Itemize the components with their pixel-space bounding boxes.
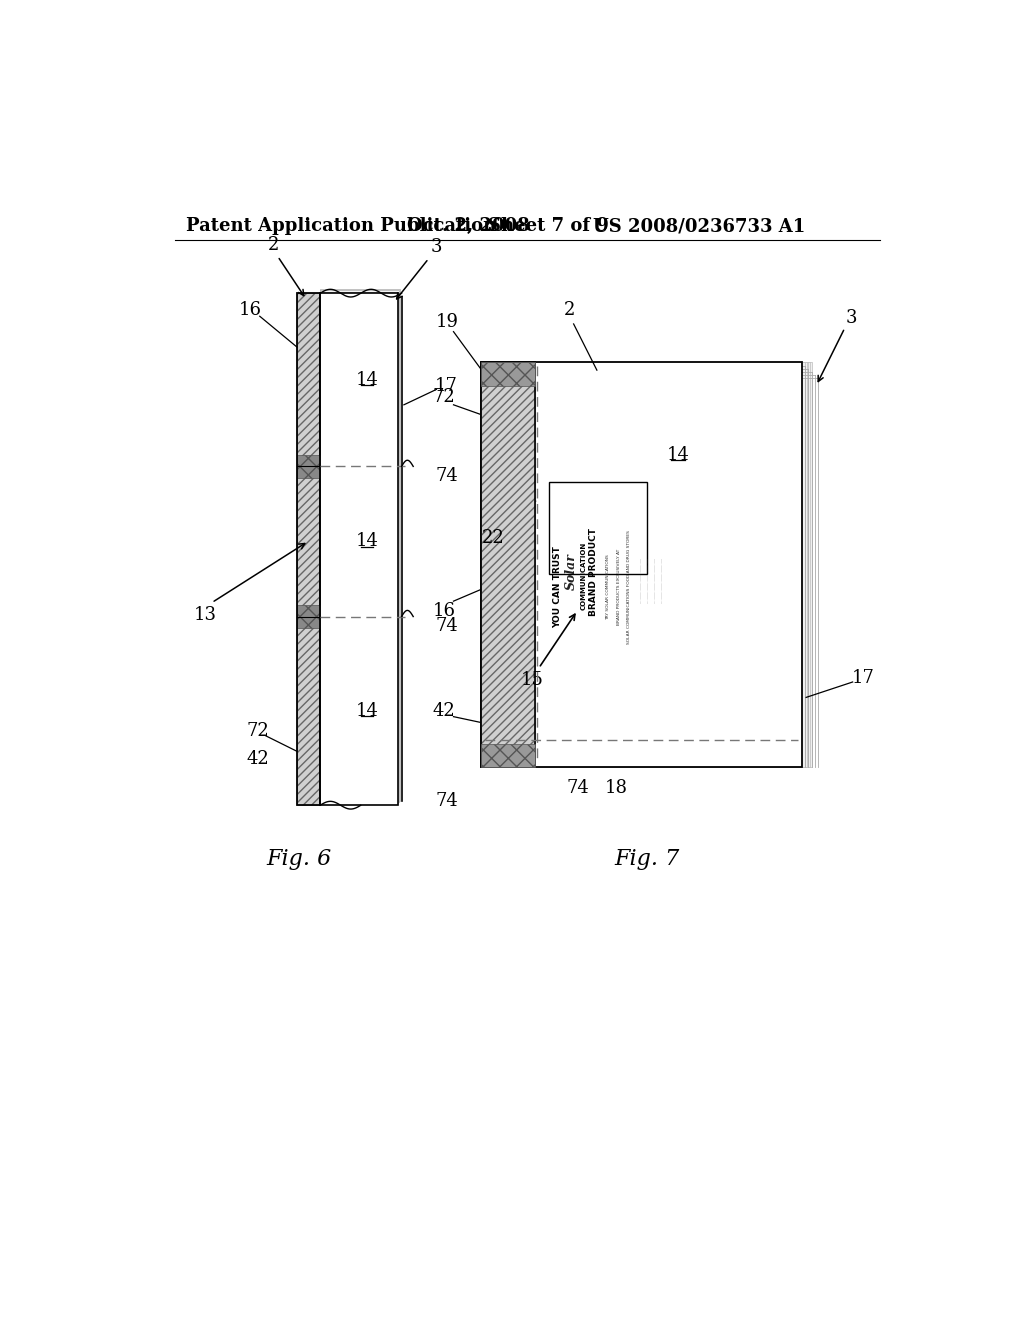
Text: 22: 22 [481,529,505,546]
Bar [297,293,321,805]
Text: 74: 74 [435,616,458,635]
Bar [480,363,535,767]
Text: Patent Application Publication: Patent Application Publication [186,218,497,235]
Text: 19: 19 [436,313,459,330]
Bar [480,363,535,385]
Text: 2: 2 [564,301,575,319]
Text: Solar: Solar [565,553,578,590]
Text: 17: 17 [435,376,458,395]
Bar [297,293,321,805]
Text: Oct. 2, 2008: Oct. 2, 2008 [407,218,529,235]
Text: .........................................: ........................................… [646,557,650,603]
Bar [321,292,398,804]
Text: .........................................: ........................................… [653,557,657,603]
Text: 3: 3 [431,238,442,256]
Text: 15: 15 [521,671,544,689]
Text: 16: 16 [239,301,262,319]
Bar [483,363,807,767]
Text: 3: 3 [846,309,857,327]
Text: BRAND PRODUCTS EXCLUSIVELY AT: BRAND PRODUCTS EXCLUSIVELY AT [616,549,621,626]
Text: Fig. 6: Fig. 6 [266,849,331,870]
Text: 74: 74 [435,792,458,810]
Text: 74: 74 [566,779,589,797]
Bar [486,363,810,767]
Text: 42: 42 [433,702,456,721]
Text: 72: 72 [247,722,269,739]
Bar [480,363,802,767]
Text: TRY SOLAR COMMUNICATIONS: TRY SOLAR COMMUNICATIONS [606,554,610,620]
Text: 17: 17 [851,669,874,688]
Text: 18: 18 [605,779,628,797]
Text: 74: 74 [435,467,458,484]
Text: 14: 14 [667,446,690,463]
Bar [485,363,809,767]
Text: Sheet 7 of 9: Sheet 7 of 9 [488,218,609,235]
Text: BRAND PRODUCT: BRAND PRODUCT [589,528,597,616]
Bar [549,482,647,574]
Text: COMMUNICATION: COMMUNICATION [581,541,587,610]
Text: 14: 14 [355,702,378,719]
Text: .........................................: ........................................… [639,557,643,603]
Text: 13: 13 [194,606,217,624]
Text: 16: 16 [433,602,456,620]
Text: 2: 2 [268,236,280,255]
Text: 14: 14 [355,371,378,389]
Text: 72: 72 [433,388,456,407]
Text: 42: 42 [247,750,269,768]
Bar [297,605,321,628]
Text: YOU CAN TRUST: YOU CAN TRUST [554,546,562,628]
Bar [321,290,399,803]
Text: .........................................: ........................................… [660,557,664,603]
Bar [488,363,812,767]
Text: US 2008/0236733 A1: US 2008/0236733 A1 [593,218,805,235]
Bar [321,293,397,805]
Text: Fig. 7: Fig. 7 [614,849,680,870]
Bar [482,363,805,767]
Text: SOLAR COMMUNICATIONS FOOD AND DRUG STORES: SOLAR COMMUNICATIONS FOOD AND DRUG STORE… [627,531,631,644]
Text: 14: 14 [355,532,378,550]
Bar [321,289,400,800]
Bar [297,455,321,478]
Bar [480,743,535,767]
Bar [480,363,535,767]
